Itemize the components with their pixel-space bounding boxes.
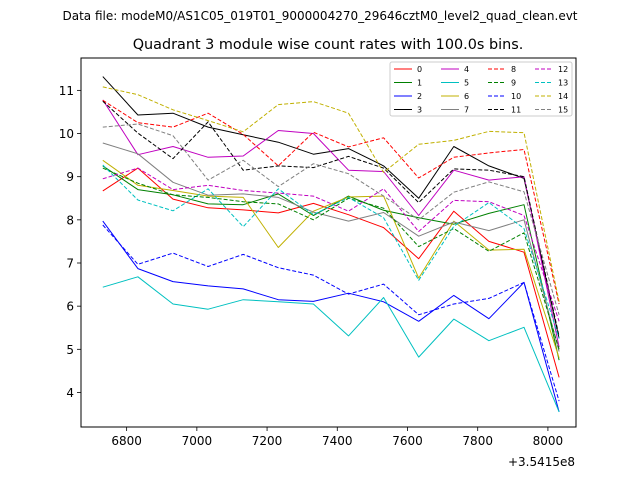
x-tick-label: 7600 xyxy=(392,434,423,448)
legend-label-13: 13 xyxy=(558,79,568,88)
x-tick-label: 6800 xyxy=(111,434,142,448)
chart-title: Quadrant 3 module wise count rates with … xyxy=(133,37,524,53)
legend-label-9: 9 xyxy=(511,79,516,88)
figure-suptitle: Data file: modeM0/AS1C05_019T01_90000042… xyxy=(62,9,577,23)
x-tick-label: 7200 xyxy=(252,434,283,448)
series-line-11 xyxy=(102,100,560,337)
y-tick-label: 6 xyxy=(66,300,74,314)
y-tick-label: 4 xyxy=(66,386,74,400)
legend-label-15: 15 xyxy=(558,106,568,115)
y-tick-label: 5 xyxy=(66,343,74,357)
y-axis: 4 5 6 7 8 9 10 11 xyxy=(59,84,81,400)
series-line-4 xyxy=(102,99,560,348)
series-line-9 xyxy=(102,167,560,350)
legend-label-3: 3 xyxy=(417,106,422,115)
series-line-15 xyxy=(102,123,560,315)
legend-label-14: 14 xyxy=(558,92,568,101)
series-line-6 xyxy=(102,159,560,359)
y-tick-label: 7 xyxy=(66,257,74,271)
series-line-7 xyxy=(102,142,560,352)
legend-label-0: 0 xyxy=(417,65,422,74)
legend-label-6: 6 xyxy=(464,92,469,101)
legend-label-5: 5 xyxy=(464,79,469,88)
legend-label-2: 2 xyxy=(417,92,422,101)
legend-label-8: 8 xyxy=(511,65,516,74)
y-tick-label: 10 xyxy=(59,127,74,141)
legend-box xyxy=(389,61,573,117)
x-tick-label: 8000 xyxy=(533,434,564,448)
series-line-13 xyxy=(102,164,560,339)
legend-label-11: 11 xyxy=(511,106,521,115)
legend-label-7: 7 xyxy=(464,106,469,115)
y-tick-label: 11 xyxy=(59,84,74,98)
series-line-8 xyxy=(102,99,560,305)
x-offset-label: +3.5415e8 xyxy=(508,455,575,469)
series-line-2 xyxy=(102,220,560,413)
y-tick-label: 9 xyxy=(66,170,74,184)
series-line-10 xyxy=(102,224,560,402)
x-tick-label: 7400 xyxy=(322,434,353,448)
plot-lines xyxy=(102,76,560,413)
x-axis: 6800 7000 7200 7400 7600 7800 8000 xyxy=(111,427,563,448)
series-line-14 xyxy=(102,86,560,302)
legend-label-4: 4 xyxy=(464,65,469,74)
legend-label-1: 1 xyxy=(417,79,422,88)
x-tick-label: 7800 xyxy=(462,434,493,448)
plot-frame xyxy=(80,57,577,428)
legend-label-10: 10 xyxy=(511,92,521,101)
y-tick-label: 8 xyxy=(66,213,74,227)
series-line-5 xyxy=(102,276,560,413)
x-tick-label: 7000 xyxy=(182,434,213,448)
legend-label-12: 12 xyxy=(558,65,568,74)
